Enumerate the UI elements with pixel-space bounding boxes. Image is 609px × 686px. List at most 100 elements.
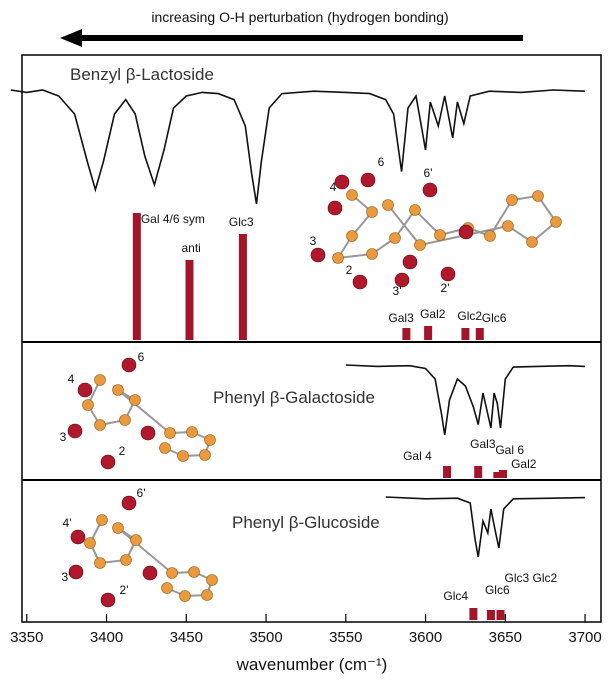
carbon-atom xyxy=(382,199,394,211)
oxygen-atom xyxy=(310,247,326,263)
carbon-atom xyxy=(201,589,213,601)
stick-label: Gal2 xyxy=(420,307,446,321)
atom-label: 2' xyxy=(441,281,450,295)
carbon-atom xyxy=(366,206,378,218)
oxygen-atom xyxy=(458,224,474,240)
carbon-atom xyxy=(550,216,562,228)
x-tick-label: 3450 xyxy=(170,629,203,646)
oxygen-atom xyxy=(121,495,137,511)
oxygen-atom xyxy=(121,357,137,373)
carbon-atom xyxy=(506,194,518,206)
atom-label: 3 xyxy=(60,430,67,444)
stick-label: Gal 4 xyxy=(403,449,432,463)
oxygen-atom xyxy=(77,382,93,398)
carbon-atom xyxy=(532,190,544,202)
bond xyxy=(117,527,173,574)
x-tick-label: 3600 xyxy=(409,629,442,646)
carbon-atom xyxy=(130,534,142,546)
x-tick-label: 3700 xyxy=(568,629,601,646)
oxygen-atom xyxy=(440,266,456,282)
carbon-atom xyxy=(112,384,124,396)
oxygen-atom xyxy=(67,423,83,439)
stick-label: Glc4 xyxy=(443,589,468,603)
oxygen-atom xyxy=(422,182,438,198)
bond xyxy=(387,204,421,246)
spectrum-line xyxy=(10,89,586,205)
x-tick-label: 3550 xyxy=(329,629,362,646)
x-tick-label: 3350 xyxy=(10,629,43,646)
stick-bar xyxy=(499,470,508,478)
atom-label: 4 xyxy=(68,372,75,386)
carbon-atom xyxy=(204,434,216,446)
arrow-head xyxy=(60,29,82,47)
stick-label: Glc3 Glc2 xyxy=(505,571,558,585)
oxygen-atom xyxy=(70,529,86,545)
atom-label: 3' xyxy=(393,284,402,298)
carbon-atom xyxy=(96,514,108,526)
stick-label: Gal3 xyxy=(388,311,414,325)
atom-label: 2 xyxy=(346,263,353,277)
carbon-atom xyxy=(82,399,94,411)
carbon-atom xyxy=(129,394,141,406)
spectrum-line xyxy=(385,496,586,558)
x-axis-label: wavenumber (cm⁻¹) xyxy=(236,655,388,674)
stick-bar xyxy=(443,466,452,478)
carbon-atom xyxy=(177,450,189,462)
carbon-atom xyxy=(112,522,124,534)
oxygen-atom xyxy=(100,454,116,470)
carbon-atom xyxy=(414,239,426,251)
carbon-atom xyxy=(346,230,358,242)
oxygen-atom xyxy=(334,174,350,190)
stick-bar xyxy=(486,610,495,620)
panel-title: Phenyl β-Glucoside xyxy=(232,513,380,532)
x-tick-label: 3400 xyxy=(90,629,123,646)
stick-label: Glc2 xyxy=(457,309,482,323)
stick-bar xyxy=(474,466,483,478)
atom-label: 4' xyxy=(63,516,72,530)
oxygen-atom xyxy=(352,274,368,290)
carbon-atom xyxy=(206,574,218,586)
atom-label: 2 xyxy=(119,444,126,458)
carbon-atom xyxy=(434,229,446,241)
carbon-atom xyxy=(166,567,178,579)
carbon-atom xyxy=(332,252,344,264)
carbon-atom xyxy=(346,189,358,201)
stick-label: anti xyxy=(181,241,200,255)
carbon-atom xyxy=(94,557,106,569)
carbon-atom xyxy=(119,414,131,426)
carbon-atom xyxy=(164,427,176,439)
stick-bar xyxy=(475,328,484,340)
stick-bar xyxy=(493,472,502,478)
spectrum-line xyxy=(345,364,586,436)
oxygen-atom xyxy=(68,564,84,580)
stick-label: Gal3 xyxy=(470,437,496,451)
stick-bar xyxy=(402,328,411,340)
carbon-atom xyxy=(120,554,132,566)
carbon-atom xyxy=(94,374,106,386)
carbon-atom xyxy=(179,590,191,602)
carbon-atom xyxy=(199,449,211,461)
carbon-atom xyxy=(84,537,96,549)
atom-label: 6' xyxy=(424,166,433,180)
atom-label: 4 xyxy=(330,180,337,194)
arrow-label: increasing O-H perturbation (hydrogen bo… xyxy=(151,9,448,25)
oxygen-atom xyxy=(360,172,376,188)
x-tick-label: 3650 xyxy=(489,629,522,646)
oxygen-atom xyxy=(142,565,158,581)
stick-label: Gal2 xyxy=(511,457,537,471)
stick-label: Gal 6 xyxy=(495,443,524,457)
bond xyxy=(414,209,441,236)
atom-label: 3 xyxy=(310,234,317,248)
oxygen-atom xyxy=(100,592,116,608)
x-tick-label: 3500 xyxy=(249,629,282,646)
oxygen-atom xyxy=(394,272,410,288)
panel-title: Phenyl β-Galactoside xyxy=(213,388,375,407)
bond xyxy=(117,389,171,434)
carbon-atom xyxy=(484,230,496,242)
atom-label: 6 xyxy=(138,350,145,364)
carbon-atom xyxy=(94,419,106,431)
atom-label: 2' xyxy=(120,583,129,597)
stick-bar xyxy=(185,260,194,340)
atom-label: 6 xyxy=(378,155,385,169)
